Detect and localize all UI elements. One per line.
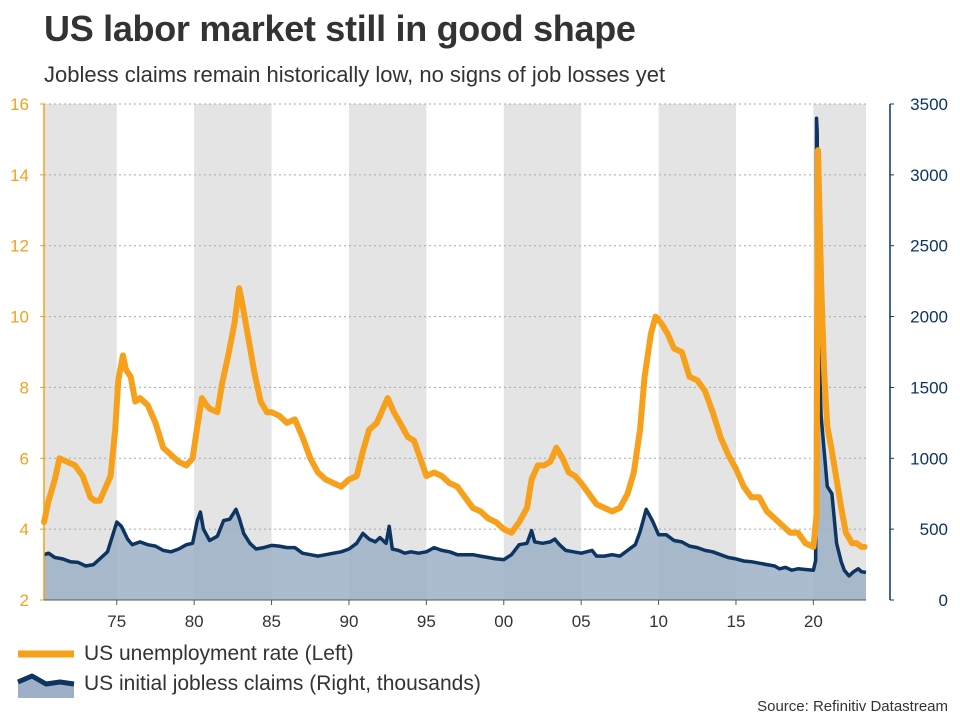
x-tick-label-15: 15 (727, 612, 746, 631)
x-tick-label-05: 05 (572, 612, 591, 631)
left-tick-label-16: 16 (10, 95, 29, 114)
shaded-band-2 (348, 104, 427, 600)
x-tick-label-20: 20 (804, 612, 823, 631)
unemployment-line (41, 147, 868, 550)
left-tick-label-10: 10 (10, 308, 29, 327)
x-tick-label-95: 95 (417, 612, 436, 631)
x-tick-label-90: 90 (339, 612, 358, 631)
legend-label-unemployment: US unemployment rate (Left) (84, 642, 354, 665)
x-tick-label-00: 00 (494, 612, 513, 631)
chart-title: US labor market still in good shape (44, 8, 636, 49)
unemployment-series (41, 147, 868, 550)
x-tick-label-75: 75 (107, 612, 126, 631)
left-tick-label-4: 4 (20, 520, 29, 539)
grid-lines (44, 103, 866, 530)
x-tick-label-10: 10 (649, 612, 668, 631)
claims-series (43, 116, 867, 600)
right-tick-label-1500: 1500 (910, 378, 948, 397)
x-tick-label-85: 85 (262, 612, 281, 631)
shaded-bands (44, 104, 866, 600)
right-tick-label-1000: 1000 (910, 449, 948, 468)
shaded-band-4 (658, 104, 736, 600)
shaded-band-3 (503, 104, 582, 600)
axes: 2468101214160500100015002000250030003500… (10, 95, 948, 631)
left-tick-label-12: 12 (10, 237, 29, 256)
right-tick-label-3000: 3000 (910, 166, 948, 185)
source-note: Source: Refinitiv Datastream (757, 698, 948, 715)
right-tick-label-2000: 2000 (910, 308, 948, 327)
x-tick-label-80: 80 (185, 612, 204, 631)
chart-subtitle: Jobless claims remain historically low, … (44, 62, 666, 87)
left-tick-label-8: 8 (20, 378, 29, 397)
navy-area-icon (17, 673, 75, 698)
right-tick-label-500: 500 (920, 520, 948, 539)
shaded-band-0 (44, 104, 117, 600)
left-tick-label-6: 6 (20, 449, 29, 468)
right-tick-label-0: 0 (939, 591, 948, 610)
claims-area (44, 118, 866, 600)
orange-line-icon (18, 650, 74, 658)
legend-label-claims: US initial jobless claims (Right, thousa… (84, 672, 481, 695)
claims-line (43, 116, 867, 578)
left-tick-label-2: 2 (20, 591, 29, 610)
right-tick-label-2500: 2500 (910, 237, 948, 256)
right-tick-label-3500: 3500 (910, 95, 948, 114)
left-tick-label-14: 14 (10, 166, 29, 185)
